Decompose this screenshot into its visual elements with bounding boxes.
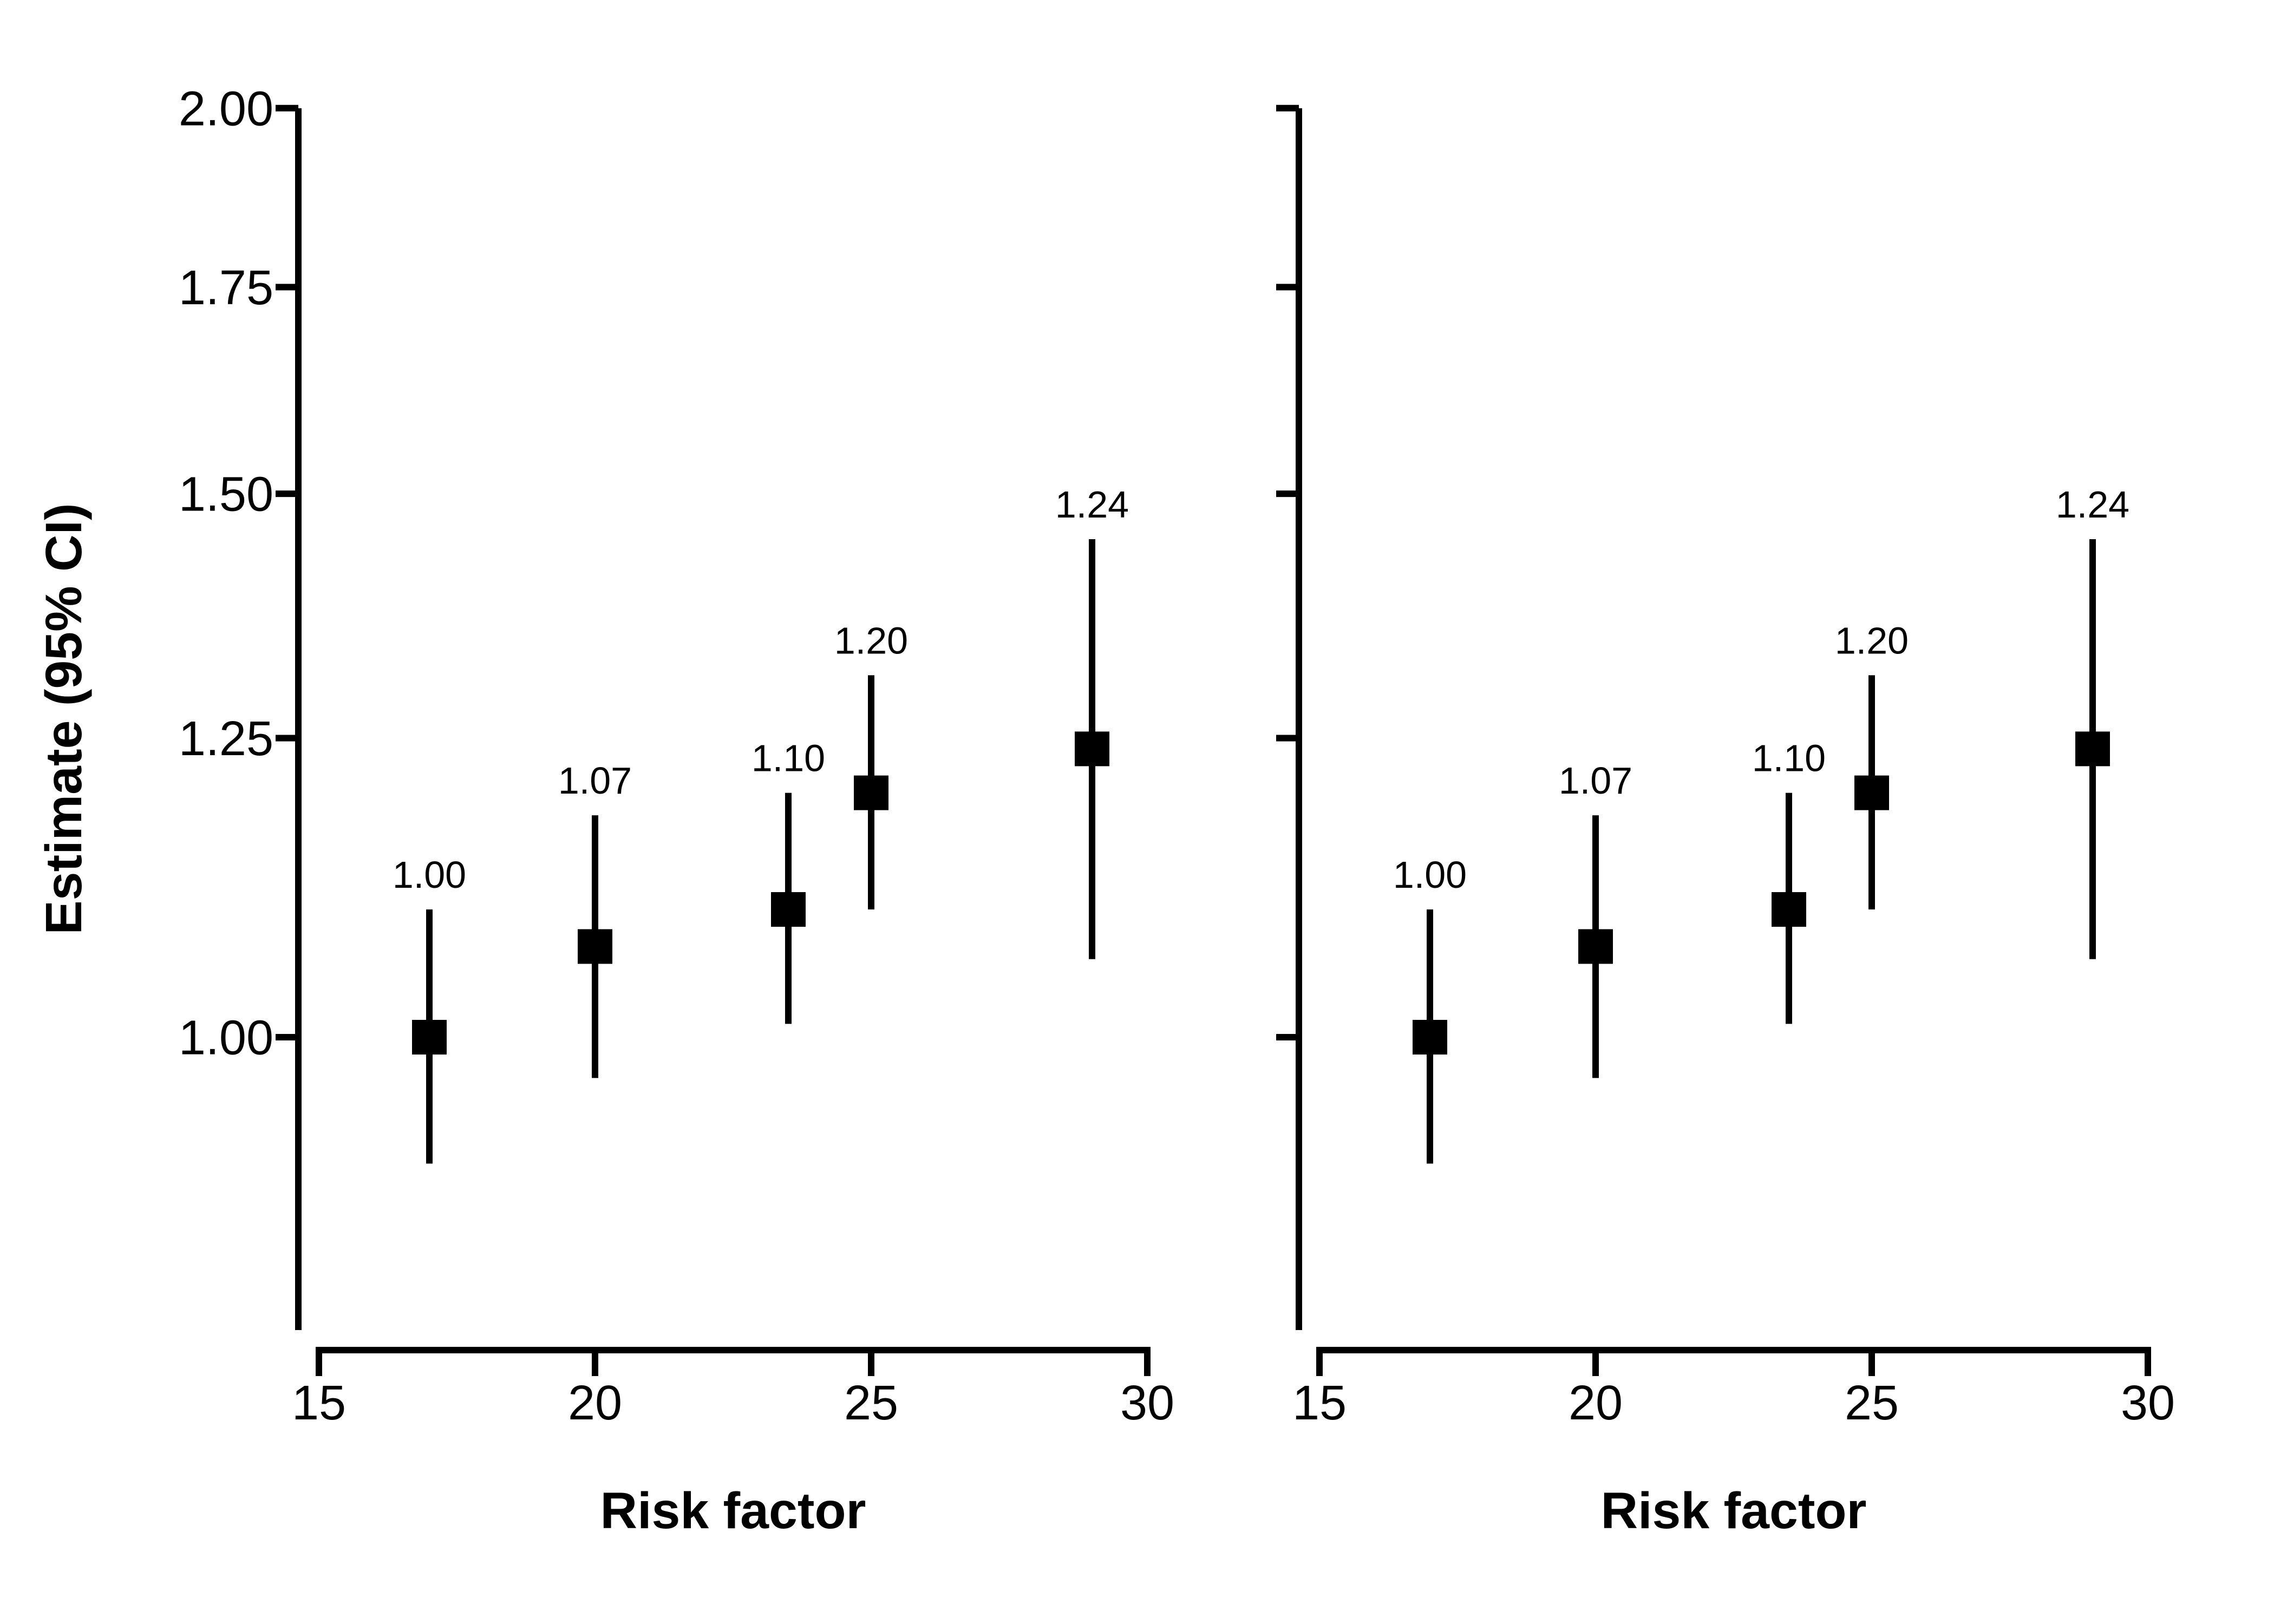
point-marker (771, 892, 806, 927)
x-tick-label: 25 (1845, 1376, 1899, 1430)
y-tick-label: 1.25 (179, 712, 273, 766)
y-tick-label: 1.00 (179, 1011, 273, 1065)
point-marker (1413, 1020, 1447, 1055)
point-marker (412, 1020, 447, 1055)
x-tick-label: 30 (1120, 1376, 1174, 1430)
point-marker (1075, 731, 1109, 767)
point-label: 1.24 (1055, 483, 1129, 526)
point-marker (1772, 892, 1806, 927)
point-label: 1.10 (1752, 737, 1826, 780)
right-y-axis (1276, 104, 1302, 1330)
point-marker (578, 929, 612, 964)
x-tick-label: 25 (844, 1376, 898, 1430)
point-label: 1.24 (2056, 483, 2129, 526)
point-marker (2075, 731, 2110, 767)
point-label: 1.00 (393, 854, 466, 896)
point-marker (1578, 929, 1613, 964)
point-label: 1.07 (558, 759, 632, 802)
point-label: 1.10 (752, 737, 825, 780)
point-label: 1.20 (834, 619, 908, 662)
x-tick-label: 20 (568, 1376, 622, 1430)
left-y-axis: 2.00 1.75 1.50 1.25 1.00 (179, 82, 302, 1330)
point-marker (1854, 775, 1889, 810)
x-tick-label: 15 (292, 1376, 346, 1430)
y-tick-label: 1.50 (179, 468, 273, 522)
point-label: 1.07 (1559, 759, 1632, 802)
left-x-axis: 15 20 25 30 (292, 1347, 1174, 1430)
x-tick-label: 20 (1569, 1376, 1623, 1430)
right-x-axis-title: Risk factor (1600, 1482, 1866, 1540)
panel-right: 15 20 25 30 1.00 1.07 1.10 1.20 1.24 Risk facto… (1276, 104, 2175, 1540)
y-tick-label: 2.00 (179, 82, 273, 136)
x-tick-label: 15 (1292, 1376, 1347, 1430)
right-series: 1.00 1.07 1.10 1.20 1.24 (1393, 483, 2129, 1164)
right-x-axis: 15 20 25 30 (1292, 1347, 2175, 1430)
left-series: 1.00 1.07 1.10 1.20 1.24 (393, 483, 1129, 1164)
left-x-axis-title: Risk factor (600, 1482, 866, 1540)
panel-left: 2.001.751.501.251.00 15 20 25 30 1.001.071.… (35, 82, 1174, 1540)
x-tick-label: 30 (2121, 1376, 2175, 1430)
y-axis-title: Estimate (95% CI) (35, 503, 93, 934)
point-marker (854, 775, 888, 810)
point-label: 1.20 (1835, 619, 1909, 662)
y-tick-label: 1.75 (179, 261, 273, 315)
point-label: 1.00 (1393, 854, 1467, 896)
